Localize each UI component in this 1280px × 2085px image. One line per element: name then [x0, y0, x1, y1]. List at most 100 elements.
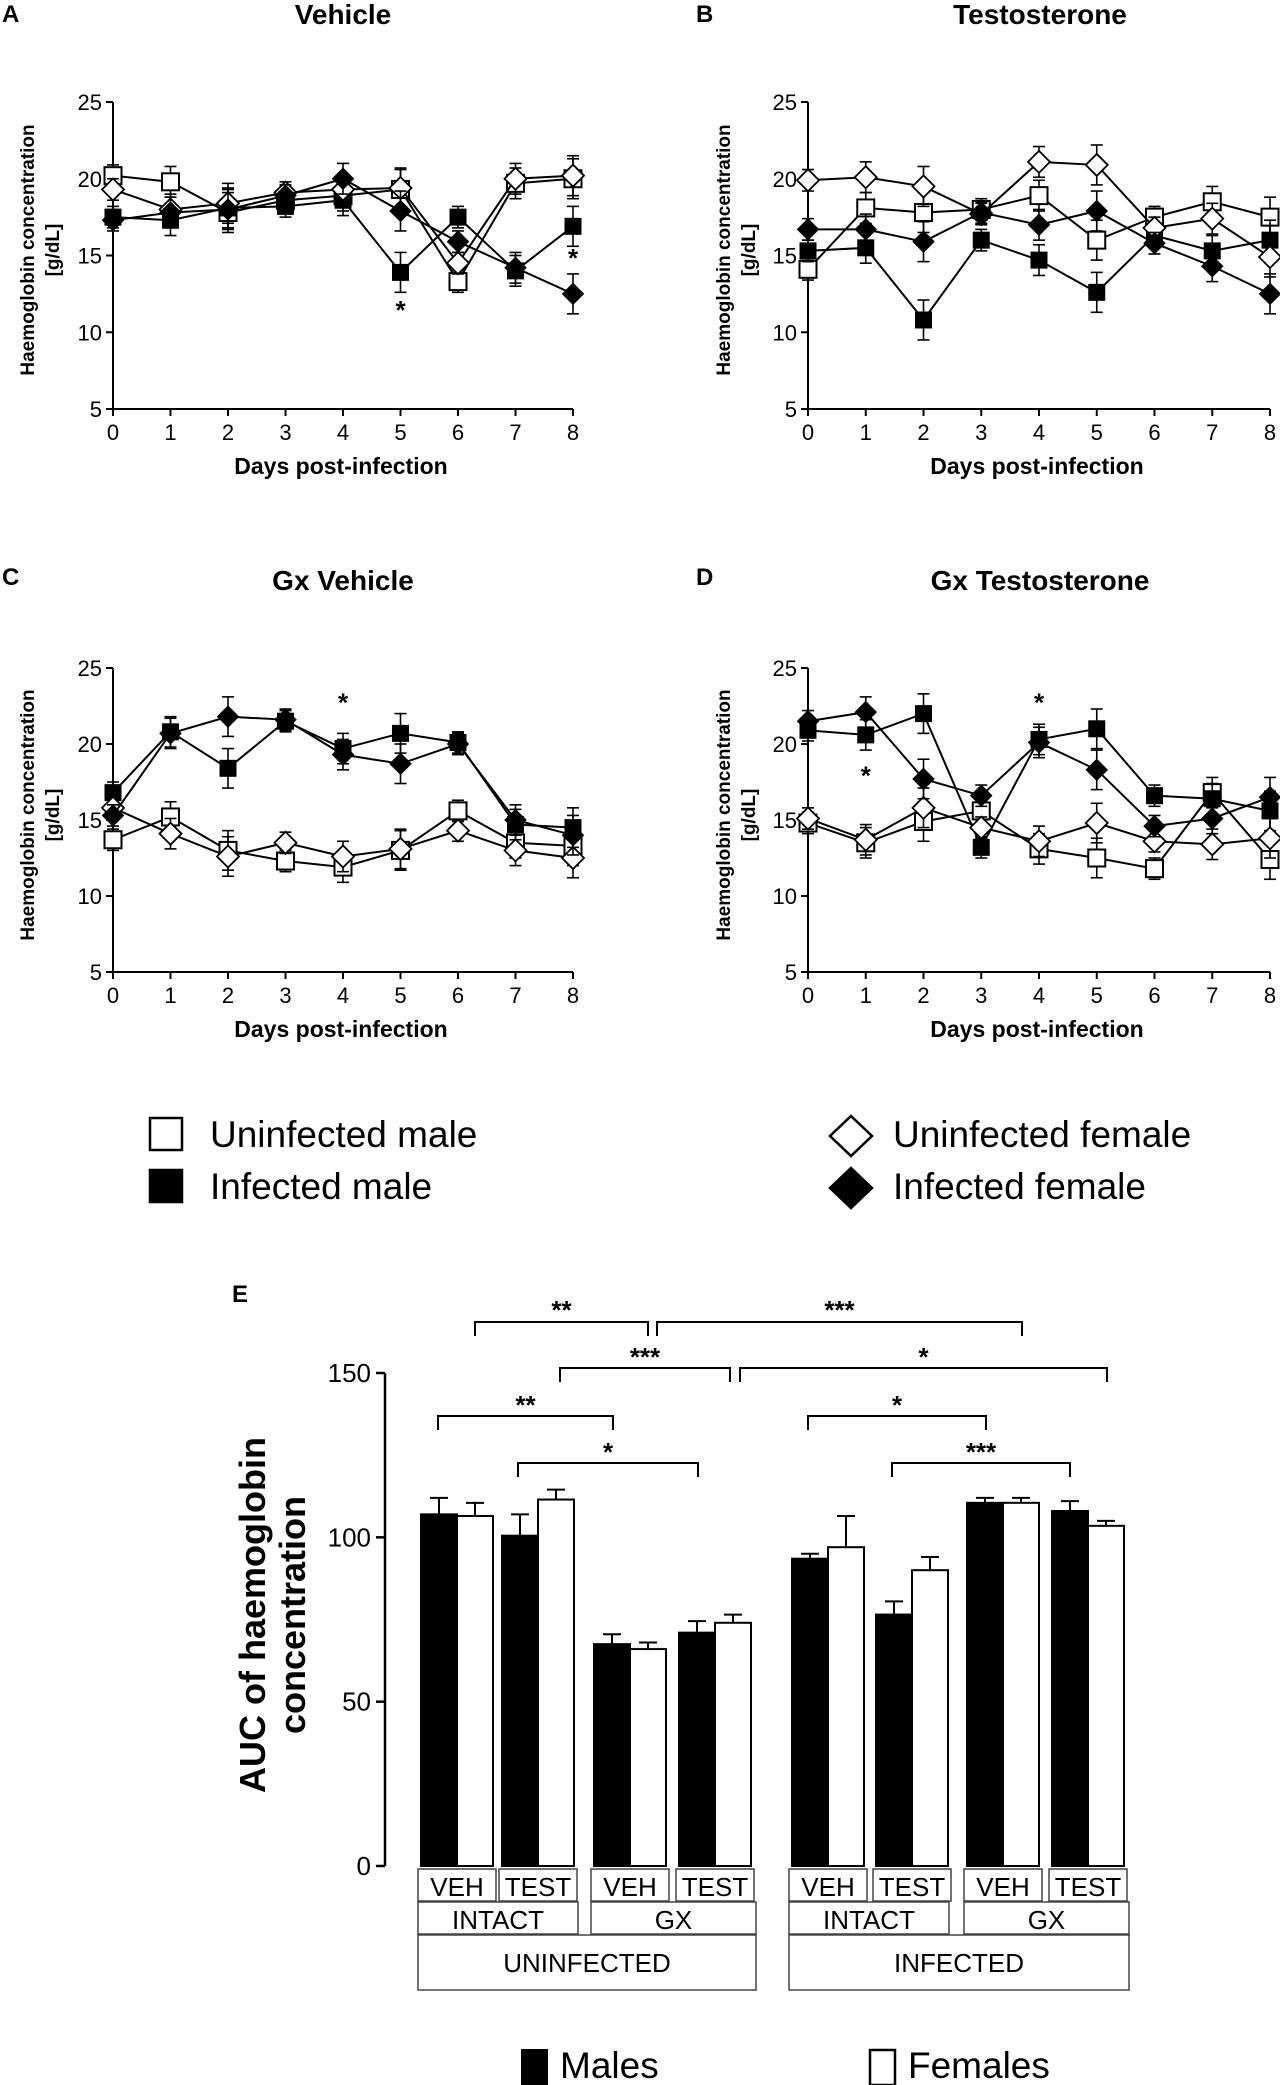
y-tick-label: 25 — [78, 90, 102, 115]
point-uninfected-female — [503, 838, 528, 863]
point-uninfected-female — [215, 844, 241, 869]
y-tick-label: 20 — [78, 732, 102, 757]
x-axis-label: Days post-infection — [930, 1016, 1143, 1042]
point-uninfected-female — [273, 830, 298, 856]
y-axis-label-line1: Haemoglobin concentration — [18, 689, 39, 940]
significance-star: *** — [824, 1295, 855, 1325]
point-infected-male — [1146, 787, 1163, 805]
treatment-label: TEST — [1055, 1872, 1122, 1902]
point-infected-female — [1085, 758, 1109, 782]
point-uninfected-male — [798, 259, 818, 279]
x-tick-label: 6 — [452, 420, 464, 445]
legend-infected-male: Infected male — [210, 1166, 432, 1207]
y-axis-label: Haemoglobin concentration [g/dL] — [18, 689, 64, 940]
bar-males — [593, 1643, 631, 1868]
x-tick-label: 0 — [107, 983, 119, 1008]
treatment-box — [498, 1868, 578, 1902]
bar-males — [1051, 1510, 1089, 1868]
infection-label: INFECTED — [894, 1948, 1024, 1978]
legend-infected-male-marker — [148, 1168, 184, 1204]
x-tick-label: 2 — [222, 420, 234, 445]
treatment-label: VEH — [603, 1872, 656, 1902]
point-infected-male — [915, 311, 932, 329]
y-tick-label: 10 — [78, 320, 102, 345]
panel-letter: A — [2, 1, 19, 28]
significance-star: *** — [630, 1342, 661, 1372]
point-uninfected-female — [445, 250, 471, 276]
y-tick-label: 0 — [357, 1851, 371, 1881]
line-legend: Uninfected male Infected male Uninfected… — [148, 1114, 1191, 1210]
bar-group: VEH — [417, 1496, 497, 1902]
infection-box — [417, 1934, 757, 1991]
point-uninfected-female — [795, 806, 821, 831]
x-tick-label: 4 — [1033, 983, 1045, 1008]
bar-group: TEST — [675, 1613, 755, 1902]
point-infected-female — [1027, 213, 1051, 237]
point-infected-male — [1088, 283, 1106, 301]
y-axis-label-line1: Haemoglobin concentration — [714, 124, 735, 375]
point-infected-female — [274, 184, 297, 207]
status-label: GX — [655, 1905, 693, 1935]
point-uninfected-female — [1142, 829, 1167, 854]
series-infected-female — [796, 190, 1280, 315]
panel-title: Vehicle — [295, 0, 392, 30]
bar-group: TEST — [1048, 1500, 1128, 1902]
y-tick-label: 50 — [342, 1687, 371, 1717]
treatment-label: VEH — [801, 1872, 854, 1902]
point-uninfected-female — [560, 163, 586, 188]
point-uninfected-female — [330, 844, 356, 869]
y-axis-label-line1: Haemoglobin concentration — [18, 124, 39, 375]
y-tick-label: 10 — [773, 320, 797, 345]
point-infected-female — [216, 198, 240, 221]
x-tick-label: 8 — [567, 420, 579, 445]
x-tick-label: 3 — [279, 983, 291, 1008]
series-infected-female — [101, 696, 585, 856]
point-infected-female — [446, 732, 470, 756]
x-tick-label: 2 — [917, 420, 929, 445]
significance-star: ** — [515, 1390, 536, 1420]
x-tick-label: 1 — [860, 420, 872, 445]
bracket-line — [807, 1415, 987, 1430]
x-tick-label: 8 — [567, 983, 579, 1008]
point-infected-female — [504, 256, 527, 280]
bar-females — [456, 1514, 494, 1867]
y-tick-label: 15 — [78, 244, 102, 269]
panel-letter: E — [232, 1281, 248, 1308]
x-tick-label: 4 — [337, 983, 349, 1008]
x-tick-label: 8 — [1264, 420, 1276, 445]
y-tick-label: 100 — [328, 1522, 371, 1552]
x-tick-label: 0 — [107, 420, 119, 445]
treatment-label: TEST — [505, 1872, 572, 1902]
point-infected-female — [1200, 254, 1224, 278]
significance-star: * — [861, 760, 872, 790]
treatment-box — [417, 1868, 497, 1902]
significance-bracket: *** — [559, 1342, 731, 1382]
point-uninfected-female — [853, 827, 879, 853]
y-axis-label: Haemoglobin concentration [g/dL] — [18, 124, 64, 375]
infection-box — [788, 1934, 1130, 1991]
y-tick-label: 25 — [78, 656, 102, 681]
point-uninfected-female — [1026, 829, 1052, 854]
bracket-line — [517, 1462, 699, 1477]
y-tick-label: 15 — [773, 808, 797, 833]
panel-letter: C — [2, 564, 19, 591]
treatment-box — [590, 1868, 670, 1902]
point-infected-male — [972, 838, 990, 856]
significance-bracket: * — [807, 1390, 987, 1430]
legend-uninfected-female: Uninfected female — [893, 1114, 1191, 1155]
point-uninfected-male — [1087, 230, 1107, 250]
point-uninfected-female — [100, 177, 126, 202]
significance-bracket: * — [517, 1437, 699, 1477]
legend-males-swatch — [521, 2049, 548, 2085]
point-infected-female — [969, 201, 993, 224]
point-infected-female — [1200, 807, 1224, 830]
panel-c: C Gx Vehicle 5 10 15 20 25 0 1 2 3 4 5 6 7 8 Days post-i… — [2, 564, 586, 1042]
panel-letter: B — [696, 1, 713, 28]
x-axis-label: Days post-infection — [234, 453, 447, 479]
x-tick-label: 4 — [1033, 420, 1045, 445]
significance-bracket: *** — [891, 1437, 1071, 1477]
point-uninfected-male — [276, 851, 295, 871]
point-uninfected-male — [161, 172, 180, 192]
legend-uninfected-male-marker — [148, 1116, 184, 1152]
y-tick-label: 25 — [773, 656, 797, 681]
